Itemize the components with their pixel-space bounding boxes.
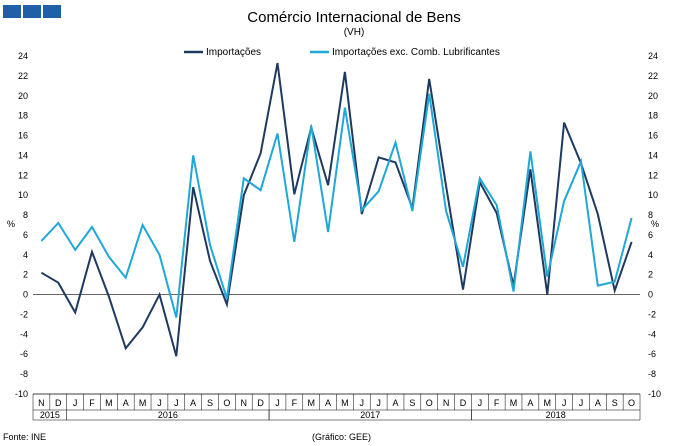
x-tick-month: J [360,398,365,408]
y-tick-left: 4 [23,250,28,260]
x-tick-month: S [612,398,618,408]
x-tick-month: F [292,398,298,408]
y-tick-left: 14 [18,150,28,160]
series-line-importacoes [40,62,633,357]
x-tick-month: O [426,398,433,408]
y-tick-left: 10 [18,190,28,200]
x-tick-year: 2016 [158,410,178,420]
x-tick-month: O [628,398,635,408]
x-tick-month: A [527,398,533,408]
x-tick-month: S [207,398,213,408]
chart-subtitle: (VH) [344,27,365,38]
x-tick-month: J [73,398,78,408]
y-tick-left: -6 [20,349,28,359]
y-tick-right: 22 [648,71,658,81]
x-tick-month: D [257,398,264,408]
x-tick-month: J [562,398,567,408]
y-tick-right: 10 [648,190,658,200]
x-tick-month: M [510,398,518,408]
x-tick-month: S [409,398,415,408]
x-tick-month: D [55,398,62,408]
x-tick-month: F [89,398,95,408]
chart-title: Comércio Internacional de Bens [247,9,460,26]
legend: Importações Importações exc. Comb. Lubri… [184,47,500,58]
y-tick-left: 0 [23,290,28,300]
x-tick-month: J [376,398,381,408]
y-tick-left: 6 [23,230,28,240]
x-tick-month: J [478,398,483,408]
header-logo [3,5,61,18]
x-tick-year: 2017 [360,410,380,420]
y-tick-left: -10 [15,389,28,399]
x-tick-month: D [460,398,467,408]
x-tick-month: A [123,398,129,408]
x-axis: N D J F M A M J J A S O N D J F M A M J J A S O N D J F M A M J J A S O2015… [32,393,641,421]
y-tick-right: -8 [648,369,656,379]
x-tick-month: M [105,398,113,408]
y-tick-right: 14 [648,150,658,160]
y-tick-right: -2 [648,309,656,319]
header-square-3 [43,5,61,18]
y-tick-left: -8 [20,369,28,379]
x-tick-month: N [38,398,45,408]
header-square-2 [23,5,41,18]
x-tick-month: A [595,398,601,408]
footer-source: Fonte: INE [3,432,46,442]
y-tick-left: 12 [18,170,28,180]
y-tick-left: -2 [20,309,28,319]
y-tick-left: 20 [18,91,28,101]
x-tick-month: J [174,398,179,408]
y-tick-right: -6 [648,349,656,359]
x-tick-month: A [393,398,399,408]
y-tick-right: -4 [648,329,656,339]
x-tick-month: A [190,398,196,408]
y-tick-right: 6 [648,230,653,240]
series-line-exc-comb [40,93,633,318]
y-tick-left: 22 [18,71,28,81]
x-tick-month: M [341,398,349,408]
y-tick-left: 24 [18,51,28,61]
legend-label-exc-comb: Importações exc. Comb. Lubrificantes [332,47,500,58]
y-tick-right: 2 [648,270,653,280]
y-tick-left: 16 [18,131,28,141]
y-tick-right: 8 [648,210,653,220]
x-tick-month: J [157,398,162,408]
y-tick-left: 8 [23,210,28,220]
x-tick-month: O [223,398,230,408]
y-tick-right: 0 [648,290,653,300]
x-tick-month: J [275,398,280,408]
header-square-1 [3,5,21,18]
y-tick-right: 12 [648,170,658,180]
y-axis-right-label: % [651,219,659,229]
plot-area [33,62,640,357]
y-tick-left: -4 [20,329,28,339]
x-tick-month: N [241,398,248,408]
y-tick-right: 18 [648,111,658,121]
y-tick-right: 16 [648,131,658,141]
y-tick-left: 18 [18,111,28,121]
y-tick-right: 24 [648,51,658,61]
footer-credit: (Gráfico: GEE) [312,432,371,442]
x-tick-year: 2015 [40,410,60,420]
x-tick-month: J [579,398,584,408]
x-tick-month: M [544,398,552,408]
y-tick-right: 20 [648,91,658,101]
x-tick-month: M [307,398,315,408]
x-tick-month: F [494,398,500,408]
x-tick-month: N [443,398,450,408]
y-tick-left: 2 [23,270,28,280]
y-tick-right: -10 [648,389,661,399]
x-tick-year: 2018 [546,410,566,420]
y-tick-right: 4 [648,250,653,260]
legend-label-importacoes: Importações [206,47,261,58]
x-tick-month: M [139,398,147,408]
y-axis-left-label: % [7,219,15,229]
x-tick-month: A [325,398,331,408]
